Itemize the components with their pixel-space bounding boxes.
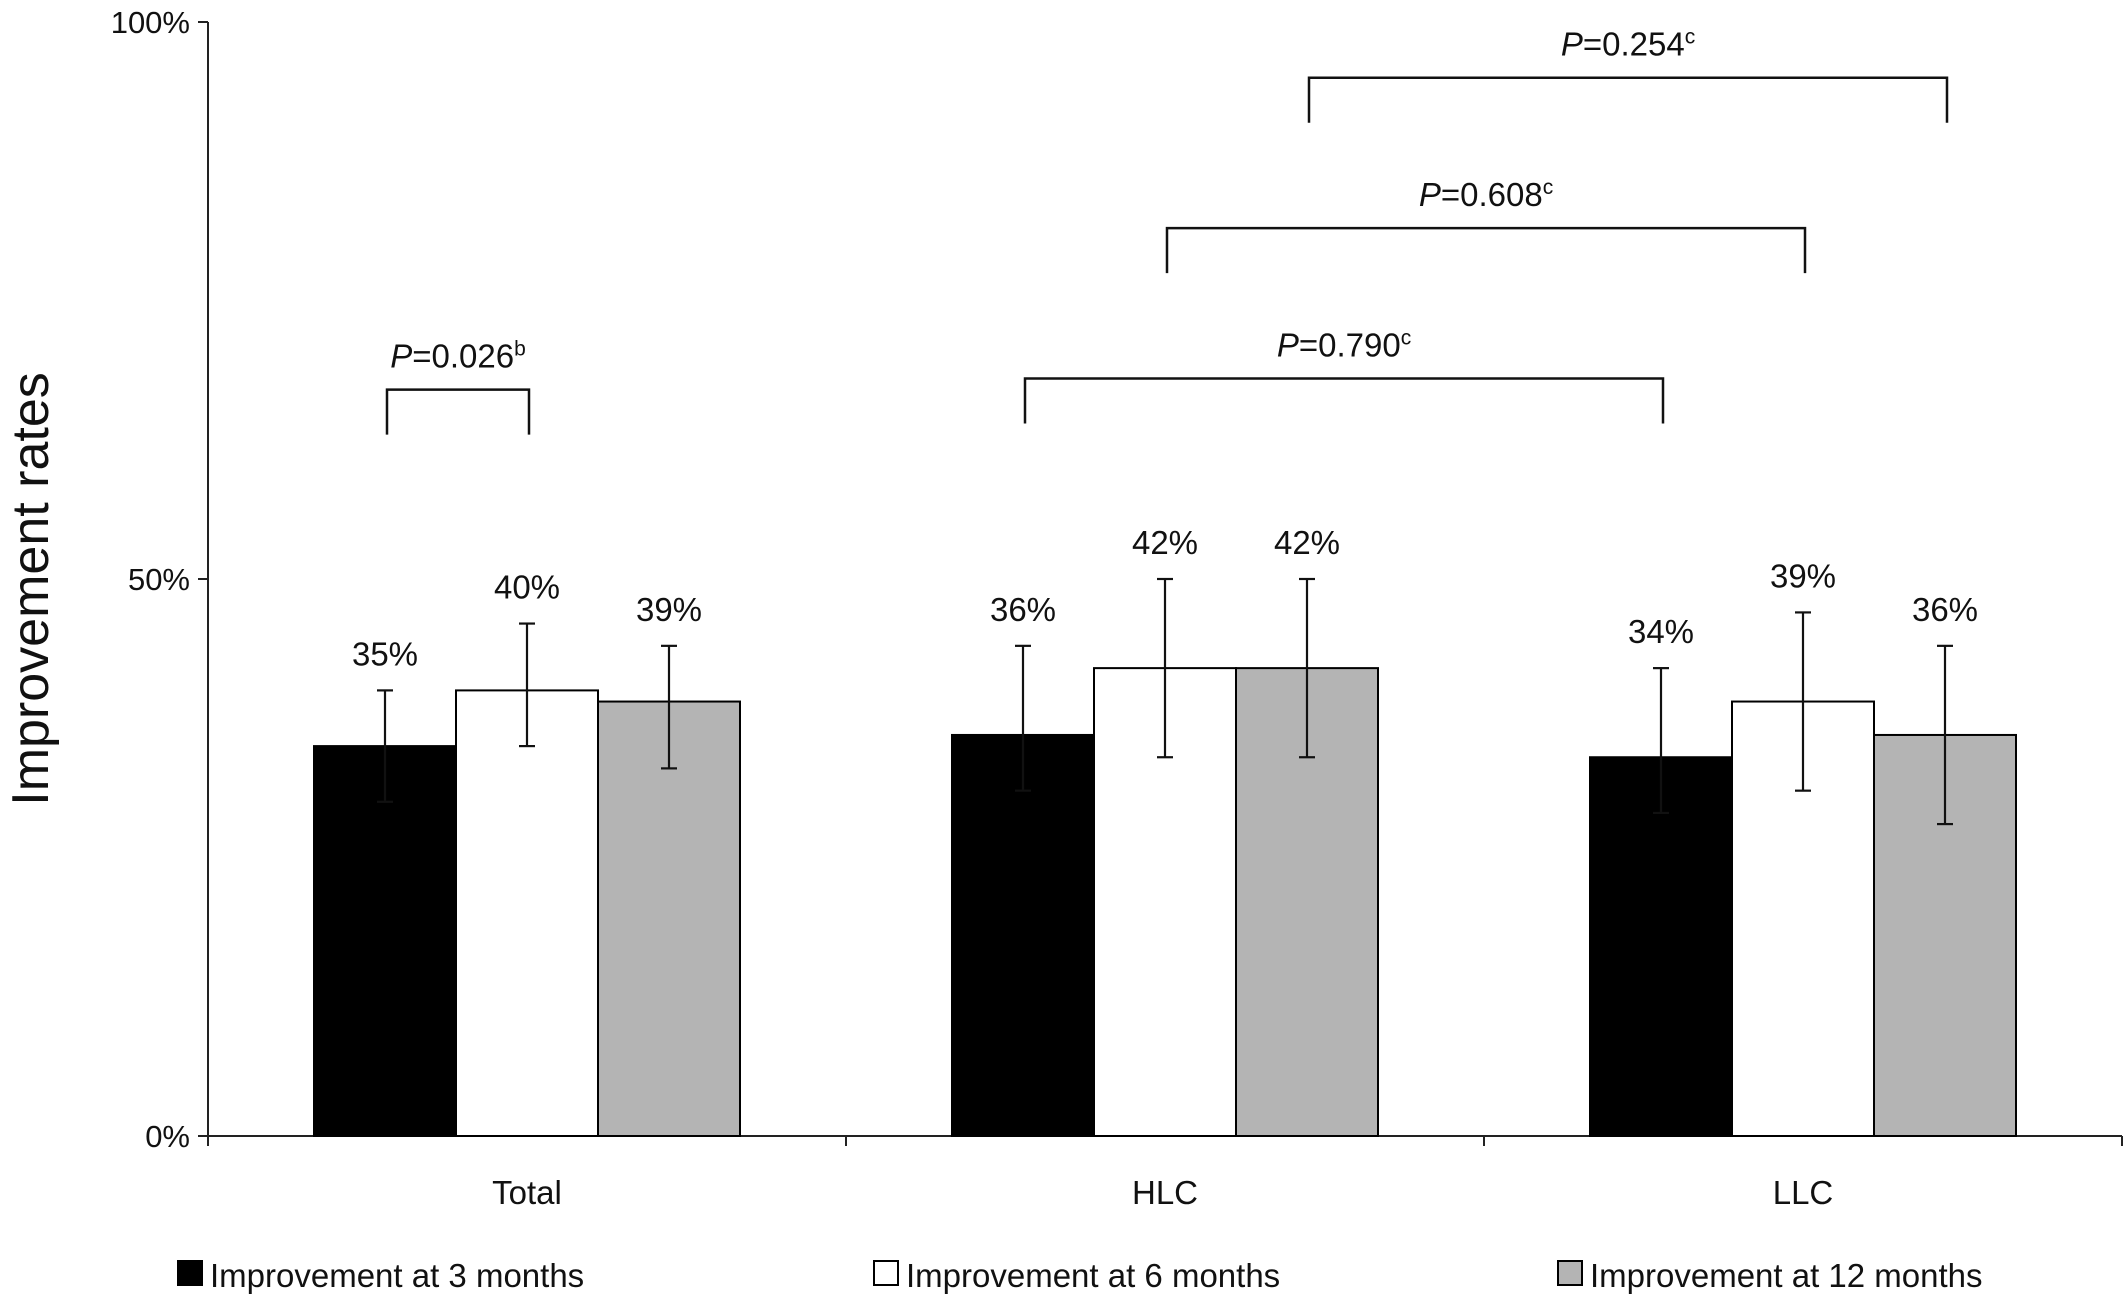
p-value: =0.790 bbox=[1299, 326, 1401, 363]
significance-bracket bbox=[1165, 226, 1807, 274]
p-symbol: P bbox=[390, 338, 412, 375]
p-value: =0.026 bbox=[412, 338, 514, 375]
data-label: 42% bbox=[1274, 524, 1340, 561]
bar bbox=[455, 689, 599, 1138]
data-label: 39% bbox=[1770, 557, 1836, 594]
p-superscript: c bbox=[1401, 326, 1412, 349]
y-tick-label: 100% bbox=[111, 5, 190, 40]
legend-swatch bbox=[1557, 1260, 1583, 1286]
data-label: 40% bbox=[494, 569, 560, 606]
p-value-label: P=0.254c bbox=[1561, 26, 1695, 63]
data-label: 36% bbox=[990, 591, 1056, 628]
data-labels: 35% 36% 34% 40% 42% 39% 39% 42% 36% bbox=[352, 524, 1978, 672]
data-label: 42% bbox=[1132, 524, 1198, 561]
error-bars bbox=[377, 577, 1953, 826]
x-tick-label: HLC bbox=[1132, 1174, 1198, 1211]
legend: Improvement at 3 months Improvement at 6 … bbox=[177, 1257, 1983, 1294]
x-tick-label: Total bbox=[492, 1174, 562, 1211]
p-superscript: b bbox=[514, 338, 526, 361]
data-label: 34% bbox=[1628, 613, 1694, 650]
significance-bracket bbox=[1023, 377, 1665, 424]
p-symbol: P bbox=[1277, 326, 1299, 363]
legend-label: Improvement at 3 months bbox=[210, 1257, 584, 1294]
significance-bracket bbox=[1307, 76, 1949, 123]
axes: 0% 50% 100% Total HLC LLC Improvement rates bbox=[2, 5, 2123, 1211]
bar bbox=[313, 745, 457, 1137]
legend-swatch bbox=[873, 1260, 899, 1286]
bar bbox=[597, 700, 741, 1137]
legend-label: Improvement at 6 months bbox=[906, 1257, 1280, 1294]
p-superscript: c bbox=[1543, 176, 1554, 199]
bars bbox=[313, 667, 2017, 1138]
y-tick-label: 50% bbox=[128, 562, 190, 597]
p-value-label: P=0.790c bbox=[1277, 326, 1411, 363]
legend-swatch bbox=[177, 1260, 203, 1286]
x-tick-label: LLC bbox=[1773, 1174, 1834, 1211]
data-label: 36% bbox=[1912, 591, 1978, 628]
p-superscript: c bbox=[1685, 26, 1696, 49]
legend-label: Improvement at 12 months bbox=[1590, 1257, 1983, 1294]
bar bbox=[951, 733, 1095, 1138]
data-label: 39% bbox=[636, 591, 702, 628]
y-axis-title: Improvement rates bbox=[2, 372, 60, 806]
p-value-label: P=0.608c bbox=[1419, 176, 1553, 213]
p-value-label: P=0.026b bbox=[390, 338, 526, 375]
p-value: =0.254 bbox=[1583, 26, 1685, 63]
data-label: 35% bbox=[352, 635, 418, 672]
bar bbox=[1589, 756, 1733, 1137]
y-tick-label: 0% bbox=[145, 1119, 190, 1154]
p-value: =0.608 bbox=[1441, 176, 1543, 213]
p-symbol: P bbox=[1419, 176, 1441, 213]
significance-bracket bbox=[385, 388, 531, 435]
p-symbol: P bbox=[1561, 26, 1583, 63]
